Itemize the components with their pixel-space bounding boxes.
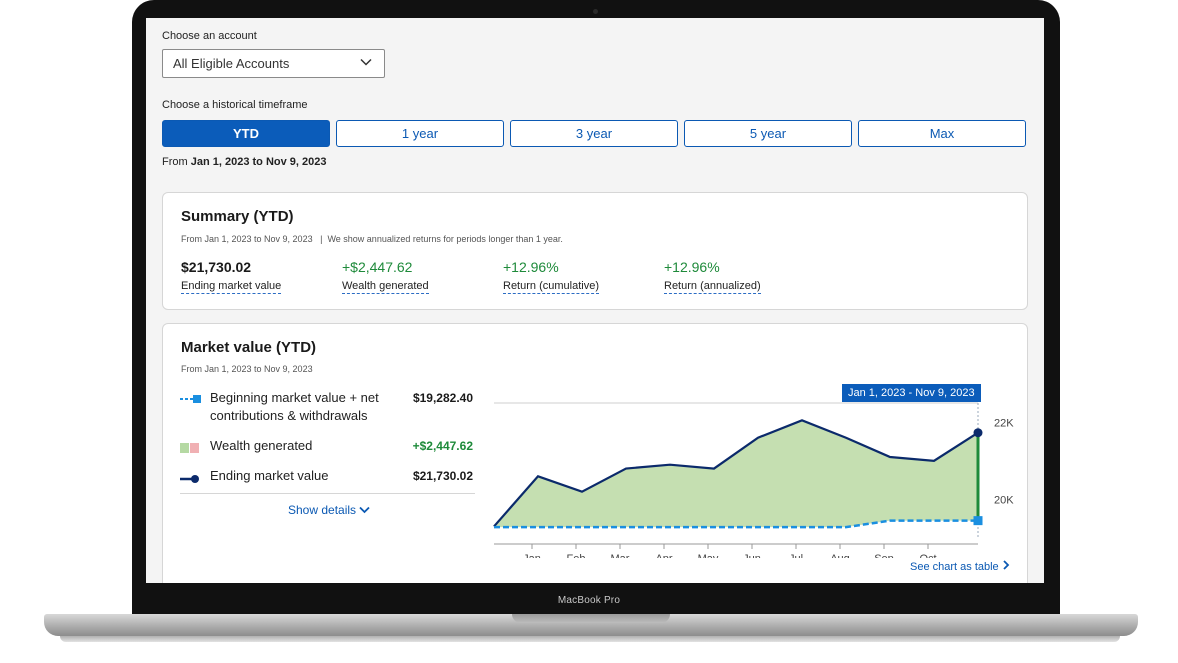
range-value: Jan 1, 2023 to Nov 9, 2023 [190,156,327,168]
laptop-notch [512,614,670,623]
legend-divider [180,493,475,494]
ending-value-line [493,419,979,528]
chevron-down-icon [359,503,371,517]
laptop-base [44,614,1138,636]
x-tick-label: Jul [789,553,803,558]
summary-range: From Jan 1, 2023 to Nov 9, 2023 [181,234,313,244]
legend-beginning-value: $19,282.40 [412,391,473,405]
metric-wealth-label[interactable]: Wealth generated [342,280,429,294]
x-tick-label: Jun [743,553,761,558]
metric-ending-label[interactable]: Ending market value [181,280,282,294]
account-select[interactable]: All Eligible Accounts [162,49,385,78]
legend-beginning-icon [180,391,202,409]
chevron-down-icon [360,56,372,71]
account-label: Choose an account [162,30,257,42]
legend-wealth-label: Wealth generated [210,438,313,453]
x-tick-label: Feb [567,553,586,558]
legend-wealth-value: +$2,447.62 [412,439,473,453]
see-table-link[interactable]: See chart as table [910,560,1010,573]
legend-beginning-label: Beginning market value + net contributio… [210,389,379,425]
device-label: MacBook Pro [557,595,621,606]
timeframe-ytd-button[interactable]: YTD [162,120,330,147]
bottom-bezel [132,583,1060,615]
laptop-shadow [60,636,1120,642]
timeframe-label: Choose a historical timeframe [162,99,308,111]
legend-ending-value: $21,730.02 [412,469,473,483]
market-title: Market value (YTD) [181,339,317,356]
metric-ending-value: $21,730.02 [181,259,252,275]
screen: Choose an account All Eligible Accounts … [146,18,1044,583]
summary-card: Summary (YTD) From Jan 1, 2023 to Nov 9,… [162,192,1028,310]
range-prefix: From [162,156,188,168]
summary-title: Summary (YTD) [181,208,294,225]
x-tick-label: Mar [611,553,630,558]
camera-icon [593,9,598,14]
ending-value-point [973,428,983,438]
range-badge: Jan 1, 2023 - Nov 9, 2023 [842,384,981,402]
show-details-label: Show details [288,503,357,517]
timeframe-5-year-button[interactable]: 5 year [684,120,852,147]
metric-wealth-value: +$2,447.62 [342,259,413,275]
x-tick-label: Apr [655,553,672,558]
legend-beginning-line1: Beginning market value + net [210,390,379,405]
see-table-label: See chart as table [910,561,999,573]
summary-separator: | [320,234,323,244]
account-select-value: All Eligible Accounts [173,56,290,71]
x-tick-label: Oct [919,553,936,558]
market-range: From Jan 1, 2023 to Nov 9, 2023 [181,364,313,374]
summary-note: We show annualized returns for periods l… [327,234,563,244]
timeframe-1-year-button[interactable]: 1 year [336,120,504,147]
show-details-link[interactable]: Show details [288,503,371,517]
timeframe-3-year-button[interactable]: 3 year [510,120,678,147]
legend-wealth-icon [180,440,200,458]
y-tick-label: 22K [994,417,1014,429]
wealth-generated-area [494,420,978,528]
legend-ending-label: Ending market value [210,468,329,483]
legend-ending-icon [180,471,200,489]
x-tick-label: Jan [523,553,541,558]
metric-return-annualized-value: +12.96% [664,259,720,275]
market-value-card: Market value (YTD) From Jan 1, 2023 to N… [162,323,1028,583]
legend-beginning-line2: contributions & withdrawals [210,408,368,423]
x-tick-label: Sep [874,553,894,558]
timeframe-max-button[interactable]: Max [858,120,1026,147]
market-value-chart: Jan Feb Mar Apr May Jun Jul Aug Sep Oct 20K 22K [493,402,1014,558]
y-tick-label: 20K [994,494,1014,506]
metric-return-cumulative-label[interactable]: Return (cumulative) [503,280,599,294]
metric-return-cumulative-value: +12.96% [503,259,559,275]
summary-subtitle: From Jan 1, 2023 to Nov 9, 2023 | We sho… [181,234,563,244]
chevron-right-icon [1002,560,1010,573]
timeframe-range: From Jan 1, 2023 to Nov 9, 2023 [162,156,326,168]
x-tick-label: Aug [830,553,850,558]
beginning-value-point [973,516,983,526]
x-tick-label: May [698,553,719,558]
metric-return-annualized-label[interactable]: Return (annualized) [664,280,761,294]
